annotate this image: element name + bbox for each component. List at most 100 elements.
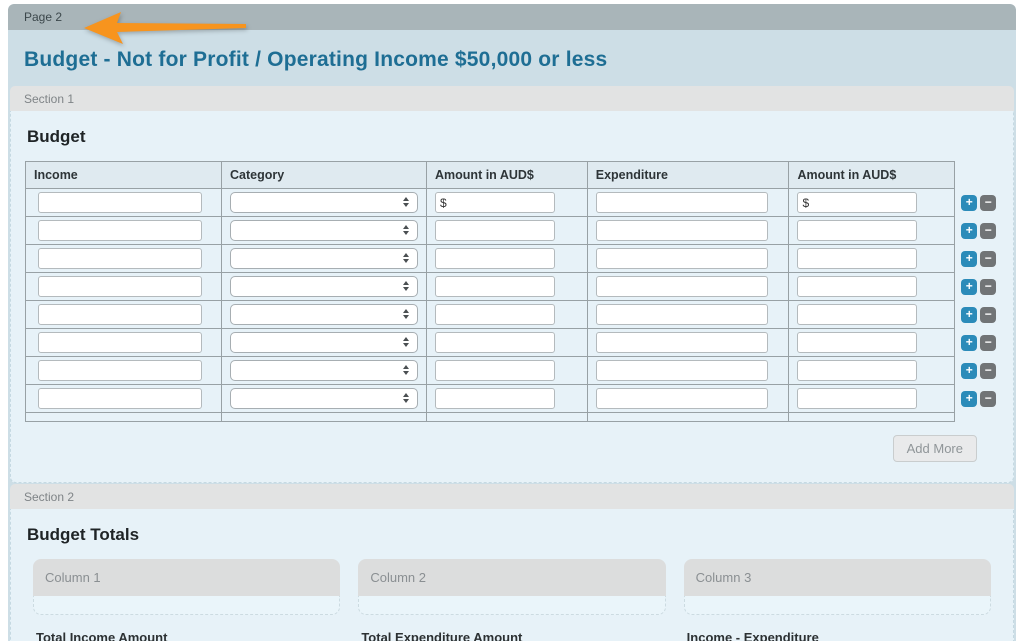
expenditure-input[interactable] — [595, 192, 768, 213]
page-header-bar: Page 2 — [8, 4, 1016, 30]
expenditure-input[interactable] — [595, 360, 768, 381]
expenditure-amount-input[interactable] — [797, 220, 918, 241]
totals-columns: Column 1 Column 2 Column 3 — [33, 559, 991, 615]
select-arrows-icon — [403, 225, 410, 235]
expenditure-amount-input[interactable] — [797, 332, 918, 353]
column-header-income-amount: Amount in AUD$ — [426, 161, 588, 189]
remove-row-button[interactable]: − — [980, 362, 997, 379]
remove-row-button[interactable]: − — [980, 222, 997, 239]
expenditure-input[interactable] — [595, 248, 768, 269]
column-header-income: Income — [24, 161, 223, 189]
select-arrows-icon — [403, 197, 410, 207]
expenditure-input[interactable] — [595, 220, 768, 241]
income-input[interactable] — [38, 332, 202, 353]
add-row-button[interactable]: + — [961, 390, 978, 407]
income-input[interactable] — [38, 304, 202, 325]
add-row-button[interactable]: + — [961, 250, 978, 267]
income-input[interactable] — [38, 248, 202, 269]
category-select[interactable] — [230, 332, 419, 353]
category-select[interactable] — [230, 192, 419, 213]
budget-table-body: + − + − — [24, 188, 999, 413]
income-amount-input[interactable] — [435, 276, 556, 297]
table-row: + − — [24, 244, 999, 273]
add-row-button[interactable]: + — [961, 222, 978, 239]
table-row: + − — [24, 300, 999, 329]
expenditure-amount-input[interactable] — [797, 276, 918, 297]
income-input[interactable] — [38, 388, 202, 409]
income-amount-input[interactable] — [435, 332, 556, 353]
category-select[interactable] — [230, 276, 419, 297]
table-row: + − — [24, 384, 999, 413]
total-expenditure-amount-label: Total Expenditure Amount — [361, 630, 523, 641]
table-row: + − — [24, 188, 999, 217]
remove-row-button[interactable]: − — [980, 306, 997, 323]
section-1-body: Budget Income Category Amount in AUD$ Ex… — [10, 111, 1014, 483]
expenditure-amount-input[interactable] — [797, 388, 918, 409]
select-arrows-icon — [403, 309, 410, 319]
income-input[interactable] — [38, 192, 202, 213]
expenditure-amount-input[interactable] — [797, 304, 918, 325]
income-amount-input[interactable] — [435, 220, 556, 241]
add-row-button[interactable]: + — [961, 334, 978, 351]
section-1-label: Section 1 — [24, 91, 75, 106]
totals-column-2: Column 2 — [358, 559, 666, 615]
section-2: Section 2 Budget Totals Column 1 Column … — [10, 484, 1014, 641]
category-select[interactable] — [230, 388, 419, 409]
category-select[interactable] — [230, 248, 419, 269]
select-arrows-icon — [403, 253, 410, 263]
table-row: + − — [24, 356, 999, 385]
expenditure-input[interactable] — [595, 388, 768, 409]
select-arrows-icon — [403, 281, 410, 291]
section-1-bar: Section 1 — [10, 86, 1014, 111]
add-more-button[interactable]: Add More — [892, 435, 977, 462]
budget-totals-heading: Budget Totals — [27, 525, 140, 544]
section-2-body: Budget Totals Column 1 Column 2 Column 3… — [10, 509, 1014, 641]
budget-table-footer-row — [24, 412, 999, 422]
add-row-button[interactable]: + — [961, 278, 978, 295]
column-header-expenditure-amount: Amount in AUD$ — [788, 161, 956, 189]
income-amount-input[interactable] — [435, 388, 556, 409]
category-select[interactable] — [230, 304, 419, 325]
select-arrows-icon — [403, 337, 410, 347]
category-select[interactable] — [230, 360, 419, 381]
budget-table: Income Category Amount in AUD$ Expenditu… — [24, 161, 999, 422]
section-1: Section 1 Budget Income Category Amount … — [10, 86, 1014, 483]
form-preview-window: Page 2 Budget - Not for Profit / Operati… — [8, 4, 1016, 641]
income-amount-input[interactable] — [435, 360, 556, 381]
table-row: + − — [24, 216, 999, 245]
total-income-amount-label: Total Income Amount — [36, 630, 168, 641]
income-amount-input[interactable] — [435, 192, 556, 213]
income-input[interactable] — [38, 220, 202, 241]
select-arrows-icon — [403, 365, 410, 375]
remove-row-button[interactable]: − — [980, 390, 997, 407]
remove-row-button[interactable]: − — [980, 194, 997, 211]
add-row-button[interactable]: + — [961, 362, 978, 379]
remove-row-button[interactable]: − — [980, 278, 997, 295]
section-2-label: Section 2 — [24, 489, 75, 504]
add-row-button[interactable]: + — [961, 194, 978, 211]
add-row-button[interactable]: + — [961, 306, 978, 323]
column-header-category: Category — [221, 161, 428, 189]
column-3-placeholder — [683, 596, 991, 615]
remove-row-button[interactable]: − — [980, 250, 997, 267]
income-amount-input[interactable] — [435, 304, 556, 325]
table-row: + − — [24, 328, 999, 357]
budget-table-header-row: Income Category Amount in AUD$ Expenditu… — [24, 161, 999, 189]
select-arrows-icon — [403, 393, 410, 403]
totals-column-3: Column 3 — [683, 559, 991, 615]
expenditure-input[interactable] — [595, 332, 768, 353]
expenditure-input[interactable] — [595, 304, 768, 325]
category-select[interactable] — [230, 220, 419, 241]
table-row: + − — [24, 272, 999, 301]
column-1-header: Column 1 — [33, 559, 341, 596]
page-label: Page 2 — [24, 10, 63, 24]
column-2-header: Column 2 — [358, 559, 666, 596]
expenditure-amount-input[interactable] — [797, 248, 918, 269]
remove-row-button[interactable]: − — [980, 334, 997, 351]
expenditure-amount-input[interactable] — [797, 192, 918, 213]
expenditure-amount-input[interactable] — [797, 360, 918, 381]
income-input[interactable] — [38, 360, 202, 381]
income-input[interactable] — [38, 276, 202, 297]
income-amount-input[interactable] — [435, 248, 556, 269]
expenditure-input[interactable] — [595, 276, 768, 297]
